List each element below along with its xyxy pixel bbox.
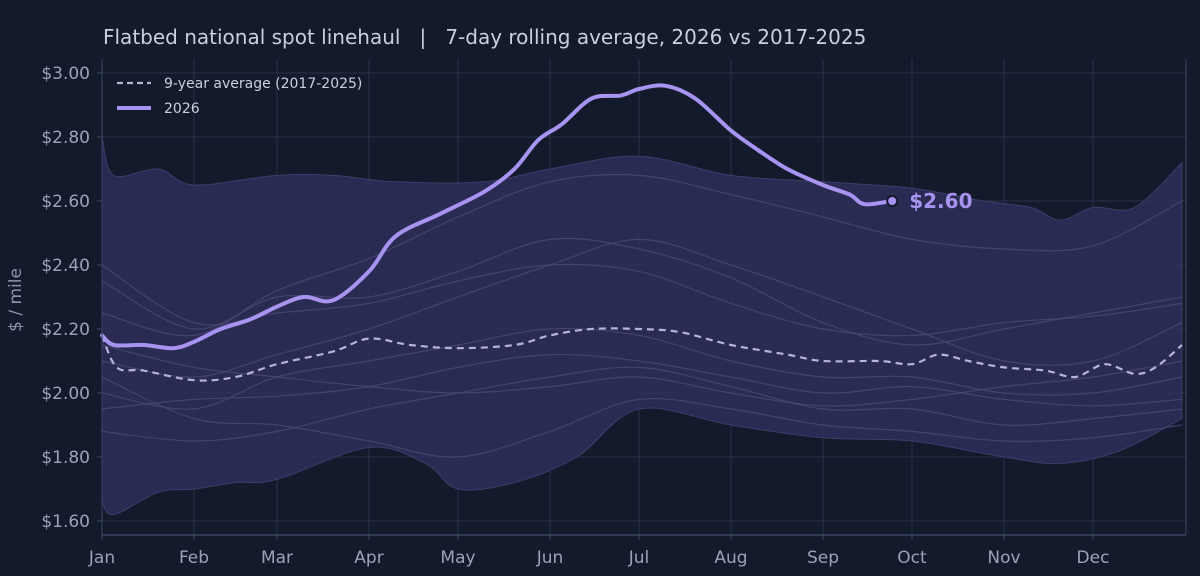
range-band — [102, 136, 1183, 516]
y-tick-labels: $1.60 $1.80 $2.00 $2.20 $2.40 $2.60 $2.80 $3.00 — [41, 64, 102, 532]
history-line — [102, 173, 1183, 337]
history-line — [102, 376, 1183, 458]
y-tick-label: $1.60 — [41, 512, 90, 532]
x-tick-label: May — [440, 548, 475, 568]
series-line-2026 — [100, 83, 894, 351]
history-line — [102, 263, 1183, 337]
legend: 9-year average (2017-2025) 2026 — [117, 76, 362, 117]
series-line-average — [100, 327, 1183, 382]
x-tick-label: Aug — [714, 548, 747, 568]
history-line — [102, 238, 1183, 378]
x-tick-labels: Jan Feb Mar Apr May Jun Jul Aug Sep Oct Nov Dec — [88, 535, 1110, 568]
x-tick-label: Apr — [354, 548, 383, 568]
end-point-label: $2.60 — [909, 189, 972, 213]
y-tick-label: $2.40 — [41, 256, 90, 276]
chart-title: Flatbed national spot linehaul | 7-day r… — [103, 25, 866, 49]
history-line — [102, 366, 1183, 442]
range-band-area — [102, 136, 1183, 516]
x-tick-label: Oct — [897, 548, 927, 568]
y-tick-label: $2.20 — [41, 320, 90, 340]
x-tick-label: Jan — [88, 548, 115, 568]
y-tick-label: $1.80 — [41, 448, 90, 468]
history-lines — [102, 173, 1183, 458]
y-tick-label: $2.80 — [41, 128, 90, 148]
x-tick-label: Mar — [261, 548, 293, 568]
y-tick-label: $2.60 — [41, 192, 90, 212]
end-point-marker — [886, 195, 899, 207]
x-tick-label: Sep — [807, 548, 839, 568]
y-axis-label: $ / mile — [6, 268, 26, 332]
history-line — [102, 237, 1183, 346]
x-tick-label: Dec — [1077, 548, 1110, 568]
history-line — [102, 353, 1183, 410]
x-tick-label: Jul — [628, 548, 650, 568]
y-tick-label: $3.00 — [41, 64, 90, 84]
x-tick-label: Jun — [536, 548, 564, 568]
series-lines — [100, 83, 1183, 382]
y-tick-label: $2.00 — [41, 384, 90, 404]
legend-label-average: 9-year average (2017-2025) — [164, 76, 362, 92]
axes — [101, 59, 1187, 536]
history-line — [102, 344, 1183, 407]
x-tick-label: Nov — [987, 548, 1020, 568]
legend-label-2026: 2026 — [164, 101, 200, 117]
x-tick-label: Feb — [179, 548, 209, 568]
